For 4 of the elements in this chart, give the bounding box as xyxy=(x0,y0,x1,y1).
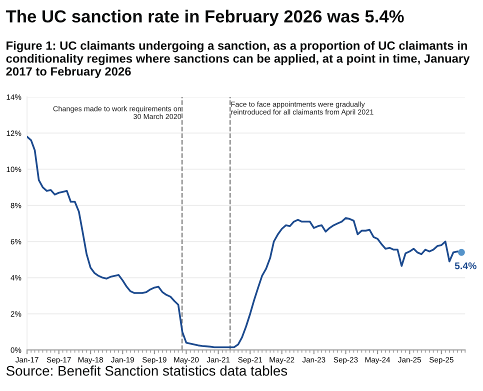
annotation: 5.4% xyxy=(454,262,476,270)
chart-title: The UC sanction rate in February 2026 was 5.4% xyxy=(6,10,404,26)
chart-subtitle: Figure 1: UC claimants undergoing a sanction, as a proportion of UC claimants in conditionality regimes where sanctions can be applied, at a point in time, January 2017 to February 2026 xyxy=(6,41,470,78)
source-note: Source: Benefit Sanction statistics data tables xyxy=(6,366,288,376)
